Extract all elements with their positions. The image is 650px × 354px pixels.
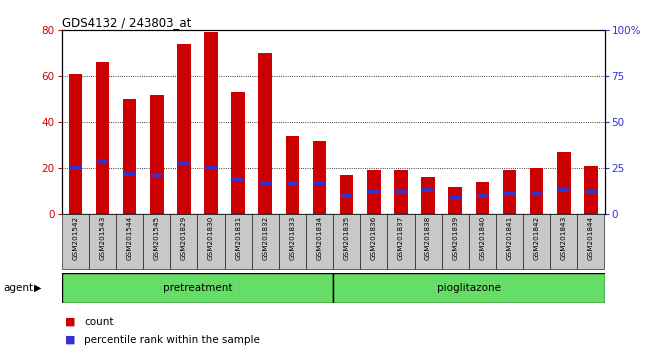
Bar	[150, 95, 164, 214]
Bar	[502, 170, 516, 214]
Bar	[285, 136, 299, 214]
Text: GSM201837: GSM201837	[398, 216, 404, 260]
Bar	[314, 181, 325, 185]
Bar	[585, 190, 597, 194]
Bar	[96, 62, 109, 214]
Text: GSM201836: GSM201836	[371, 216, 377, 260]
Text: GSM201838: GSM201838	[425, 216, 431, 260]
Bar	[476, 182, 489, 214]
Bar	[259, 181, 271, 185]
Bar	[394, 170, 408, 214]
Bar	[421, 177, 435, 214]
Bar	[205, 166, 216, 170]
Text: GSM201543: GSM201543	[99, 216, 105, 260]
Bar	[178, 161, 190, 165]
Bar	[259, 53, 272, 214]
Bar	[367, 170, 381, 214]
Bar	[557, 152, 571, 214]
Text: GSM201835: GSM201835	[344, 216, 350, 260]
Text: pretreatment: pretreatment	[162, 282, 232, 293]
Bar	[476, 194, 488, 198]
Text: GSM201542: GSM201542	[72, 216, 78, 260]
Text: GSM201844: GSM201844	[588, 216, 594, 260]
Bar	[395, 190, 407, 194]
Bar	[313, 141, 326, 214]
Bar	[124, 172, 135, 176]
Bar	[340, 175, 354, 214]
Text: GSM201833: GSM201833	[289, 216, 295, 260]
Text: GSM201830: GSM201830	[208, 216, 214, 260]
Bar	[204, 32, 218, 214]
Text: pioglitazone: pioglitazone	[437, 282, 500, 293]
Bar	[422, 188, 434, 192]
Bar	[233, 177, 244, 181]
Text: GSM201832: GSM201832	[263, 216, 268, 260]
FancyBboxPatch shape	[333, 273, 604, 303]
Bar	[70, 166, 81, 170]
Bar	[558, 188, 569, 192]
Bar	[177, 44, 190, 214]
Text: GSM201834: GSM201834	[317, 216, 322, 260]
Text: count: count	[84, 317, 114, 327]
Text: ■: ■	[65, 317, 75, 327]
Text: GSM201839: GSM201839	[452, 216, 458, 260]
FancyBboxPatch shape	[62, 273, 333, 303]
Text: agent: agent	[3, 282, 33, 293]
Text: GSM201544: GSM201544	[127, 216, 133, 260]
Bar	[584, 166, 598, 214]
Text: GSM201842: GSM201842	[534, 216, 540, 260]
Bar	[368, 190, 380, 194]
Bar	[448, 187, 462, 214]
Bar	[504, 192, 515, 196]
Text: GSM201841: GSM201841	[506, 216, 512, 260]
Text: GSM201840: GSM201840	[480, 216, 486, 260]
Bar	[68, 74, 82, 214]
Bar	[531, 192, 542, 196]
Text: ▶: ▶	[34, 282, 42, 293]
Text: GSM201545: GSM201545	[154, 216, 160, 260]
Bar	[151, 173, 162, 178]
Text: GSM201843: GSM201843	[561, 216, 567, 260]
Bar	[287, 181, 298, 185]
Bar	[450, 195, 461, 200]
Text: ■: ■	[65, 335, 75, 345]
Bar	[341, 194, 352, 198]
Text: GSM201829: GSM201829	[181, 216, 187, 260]
Bar	[530, 168, 543, 214]
Text: GDS4132 / 243803_at: GDS4132 / 243803_at	[62, 16, 191, 29]
Bar	[97, 159, 108, 163]
Bar	[123, 99, 136, 214]
Text: percentile rank within the sample: percentile rank within the sample	[84, 335, 261, 345]
Bar	[231, 92, 245, 214]
Text: GSM201831: GSM201831	[235, 216, 241, 260]
